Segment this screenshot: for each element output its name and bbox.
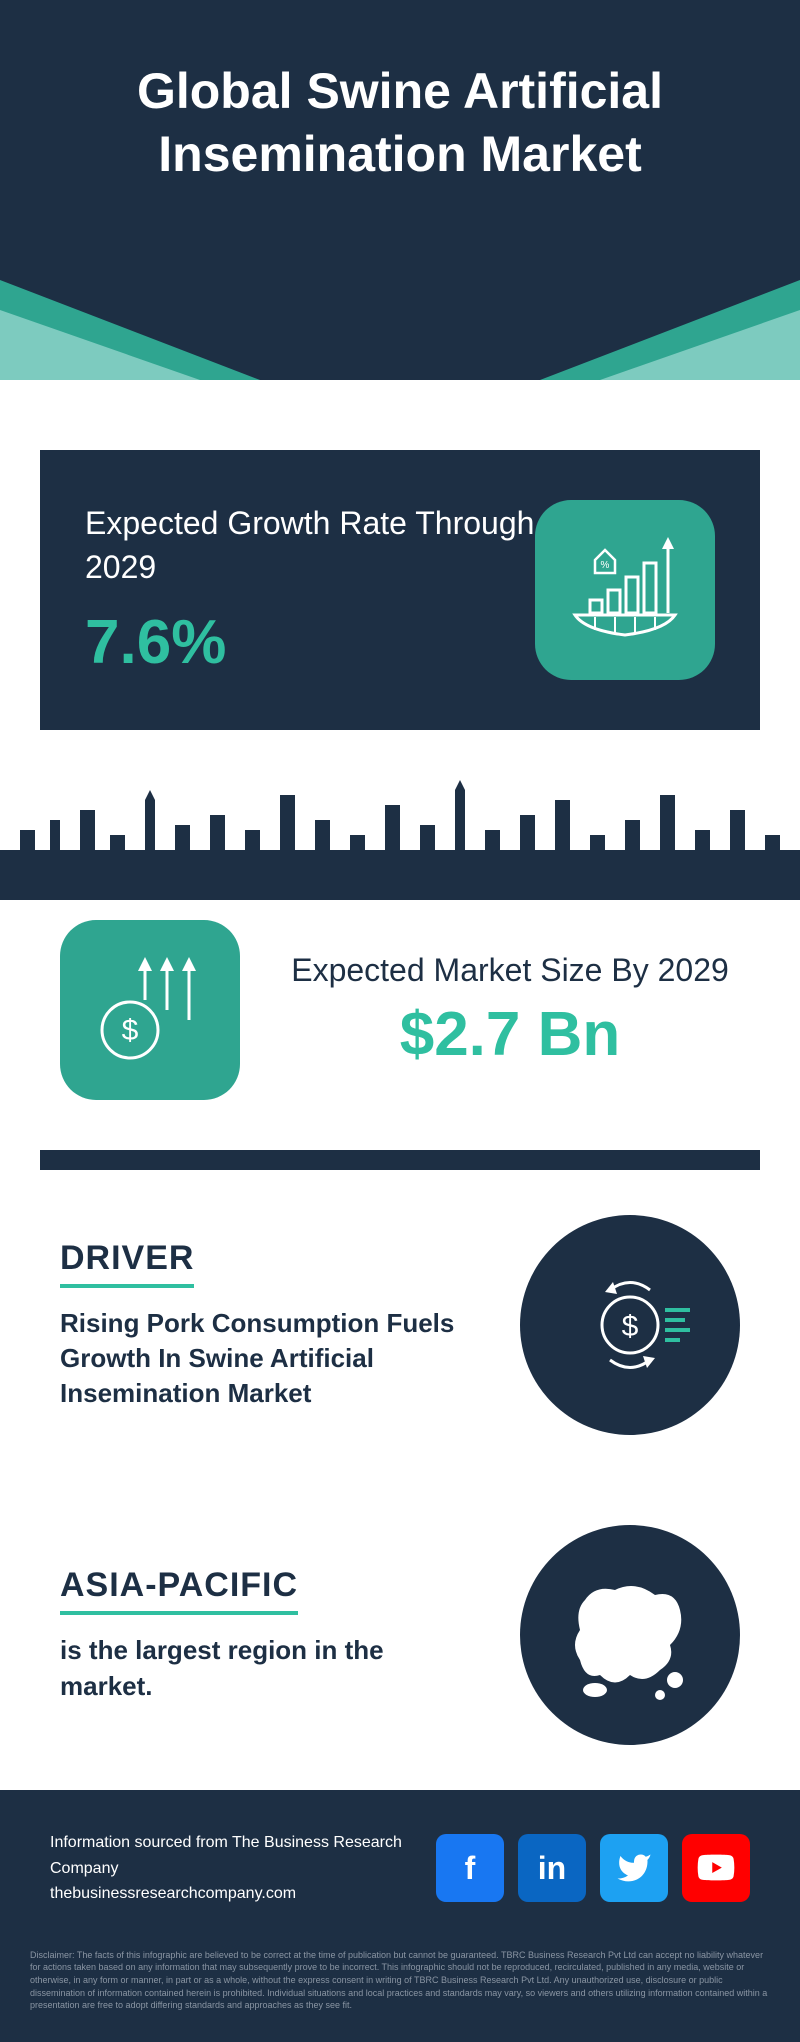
growth-rate-text: Expected Growth Rate Through 2029 7.6% <box>85 502 535 677</box>
header-section: Global Swine Artificial Insemination Mar… <box>0 0 800 380</box>
svg-text:$: $ <box>622 1310 639 1343</box>
region-body: is the largest region in the market. <box>60 1633 480 1703</box>
market-size-value: $2.7 Bn <box>280 999 740 1070</box>
skyline-silhouette <box>0 780 800 900</box>
footer-section: Information sourced from The Business Re… <box>0 1790 800 1937</box>
growth-rate-label: Expected Growth Rate Through 2029 <box>85 502 535 588</box>
currency-cycle-icon: $ <box>520 1215 740 1435</box>
driver-heading: DRIVER <box>60 1239 194 1288</box>
growth-chart-icon: % <box>535 500 715 680</box>
youtube-icon[interactable] <box>682 1834 750 1902</box>
growth-rate-card: Expected Growth Rate Through 2029 7.6% % <box>40 450 760 730</box>
page-title: Global Swine Artificial Insemination Mar… <box>0 0 800 185</box>
linkedin-icon[interactable]: in <box>518 1834 586 1902</box>
region-text: ASIA-PACIFIC is the largest region in th… <box>60 1566 480 1703</box>
svg-text:$: $ <box>122 1014 139 1047</box>
dollar-arrows-icon: $ <box>60 920 240 1100</box>
disclaimer-text: Disclaimer: The facts of this infographi… <box>0 1937 800 2042</box>
header-accent-left <box>0 280 260 380</box>
footer-line2: thebusinessresearchcompany.com <box>50 1881 436 1907</box>
driver-text: DRIVER Rising Pork Consumption Fuels Gro… <box>60 1239 480 1411</box>
twitter-icon[interactable] <box>600 1834 668 1902</box>
header-accent-right <box>540 280 800 380</box>
footer-text: Information sourced from The Business Re… <box>50 1830 436 1907</box>
driver-body: Rising Pork Consumption Fuels Growth In … <box>60 1306 480 1411</box>
social-icons: f in <box>436 1834 750 1902</box>
growth-rate-value: 7.6% <box>85 607 535 678</box>
market-size-label: Expected Market Size By 2029 <box>280 950 740 992</box>
region-section: ASIA-PACIFIC is the largest region in th… <box>0 1480 800 1790</box>
svg-text:%: % <box>601 560 610 571</box>
region-heading: ASIA-PACIFIC <box>60 1566 298 1615</box>
driver-section: DRIVER Rising Pork Consumption Fuels Gro… <box>0 1170 800 1480</box>
market-size-text: Expected Market Size By 2029 $2.7 Bn <box>280 950 740 1071</box>
section-divider <box>40 1150 760 1170</box>
facebook-icon[interactable]: f <box>436 1834 504 1902</box>
asia-pacific-map-icon <box>520 1525 740 1745</box>
market-size-section: $ Expected Market Size By 2029 $2.7 Bn <box>0 900 800 1150</box>
infographic-container: Global Swine Artificial Insemination Mar… <box>0 0 800 2042</box>
footer-line1: Information sourced from The Business Re… <box>50 1830 436 1881</box>
